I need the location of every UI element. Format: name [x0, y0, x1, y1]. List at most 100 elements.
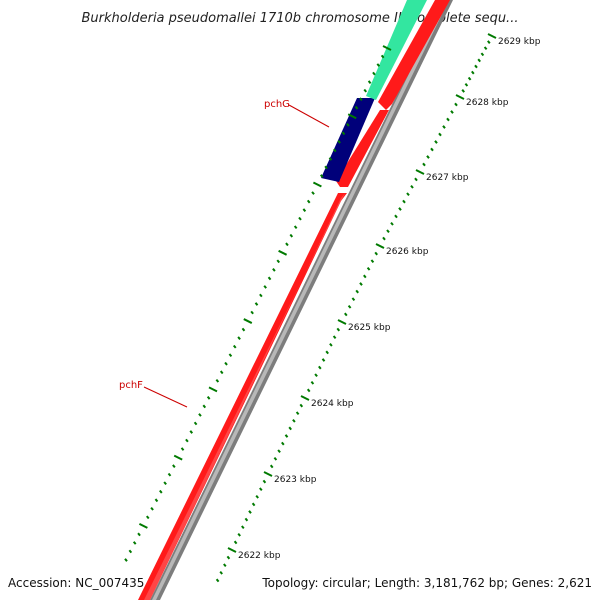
minor-tick	[293, 225, 298, 230]
minor-tick	[359, 282, 363, 286]
major-tick	[300, 395, 310, 401]
major-tick	[487, 33, 497, 39]
major-tick	[415, 169, 425, 175]
minor-tick	[255, 494, 259, 499]
minor-tick	[298, 216, 302, 221]
minor-tick	[341, 131, 346, 136]
minor-tick	[446, 117, 450, 122]
minor-tick	[329, 342, 333, 347]
minor-tick	[394, 214, 398, 219]
minor-tick	[202, 404, 207, 409]
minor-tick	[380, 54, 385, 59]
minor-tick	[226, 555, 231, 560]
minor-tick	[244, 517, 249, 522]
minor-tick	[206, 396, 211, 400]
minor-tick	[273, 456, 278, 461]
major-tick	[138, 522, 148, 529]
minor-tick	[189, 430, 194, 434]
minor-tick	[267, 276, 272, 281]
major-tick	[347, 113, 357, 120]
minor-tick	[438, 132, 442, 137]
minor-tick	[124, 558, 128, 562]
minor-tick	[262, 479, 267, 484]
gene-pchG-block[interactable]	[321, 98, 375, 182]
minor-tick	[269, 464, 274, 469]
minor-tick	[248, 510, 252, 514]
minor-tick	[185, 438, 189, 443]
minor-tick	[228, 353, 233, 358]
pchF-leader-line	[143, 386, 188, 408]
minor-tick	[281, 441, 285, 446]
major-tick	[227, 547, 237, 553]
minor-tick	[198, 413, 202, 417]
minor-tick	[299, 403, 304, 408]
minor-tick	[372, 71, 376, 76]
minor-tick	[337, 140, 341, 144]
minor-tick	[351, 297, 356, 302]
minor-tick	[288, 426, 292, 431]
minor-tick	[193, 421, 198, 426]
minor-tick	[333, 148, 337, 153]
minor-tick	[233, 540, 238, 545]
minor-tick	[464, 82, 469, 87]
minor-tick	[325, 350, 329, 355]
minor-tick	[219, 370, 224, 375]
minor-tick	[414, 177, 418, 182]
minor-tick	[450, 110, 454, 114]
gene-pchF[interactable]	[138, 193, 347, 600]
minor-tick	[215, 578, 220, 583]
minor-tick	[480, 52, 485, 57]
minor-tick	[237, 336, 241, 340]
minor-tick	[359, 97, 363, 102]
minor-tick	[289, 233, 294, 238]
gene-aqua-segment[interactable]	[366, 0, 427, 100]
major-tick	[208, 386, 218, 393]
tick-label: 2627 kbp	[426, 173, 469, 183]
accession-label: Accession: NC_007435	[8, 576, 144, 590]
gene-red-segment-3[interactable]	[378, 0, 450, 110]
gene-label-pchG[interactable]: pchG	[264, 99, 290, 110]
minor-tick	[241, 327, 246, 332]
major-tick	[312, 181, 322, 188]
minor-tick	[219, 570, 223, 575]
minor-tick	[434, 140, 438, 144]
minor-tick	[366, 266, 371, 271]
minor-tick	[487, 40, 491, 44]
minor-tick	[398, 207, 402, 211]
minor-tick	[346, 122, 350, 127]
gene-label-pchF[interactable]: pchF	[119, 380, 143, 391]
scale-tick-labels: 2622 kbp 2623 kbp 2624 kbp 2625 kbp 2626 kbp…	[238, 37, 541, 561]
major-tick	[382, 45, 392, 51]
major-tick	[263, 471, 273, 477]
minor-tick	[332, 335, 337, 340]
tick-label: 2626 kbp	[386, 247, 429, 257]
minor-tick	[318, 365, 322, 370]
major-tick	[455, 94, 465, 100]
minor-tick	[336, 327, 341, 332]
major-tick	[278, 249, 288, 256]
minor-tick	[128, 549, 133, 554]
minor-tick	[150, 506, 154, 511]
minor-tick	[347, 304, 352, 309]
minor-tick	[180, 447, 185, 451]
minor-tick	[263, 285, 267, 289]
scale-ticks	[124, 33, 497, 583]
minor-tick	[310, 380, 315, 385]
tick-label: 2622 kbp	[238, 551, 281, 561]
minor-tick	[223, 563, 227, 568]
minor-tick	[154, 498, 159, 503]
tick-label: 2628 kbp	[466, 98, 509, 108]
map-title: Burkholderia pseudomallei 1710b chromoso…	[82, 11, 519, 26]
minor-tick	[454, 102, 458, 107]
minor-tick	[254, 302, 259, 306]
gene-red-segment-2[interactable]	[336, 110, 389, 187]
minor-tick	[215, 378, 220, 383]
minor-tick	[250, 310, 254, 315]
minor-tick	[355, 289, 359, 294]
major-tick	[337, 319, 347, 325]
major-tick	[375, 243, 385, 249]
minor-tick	[370, 259, 375, 264]
minor-tick	[386, 229, 390, 234]
minor-tick	[321, 358, 326, 362]
minor-tick	[302, 208, 307, 212]
